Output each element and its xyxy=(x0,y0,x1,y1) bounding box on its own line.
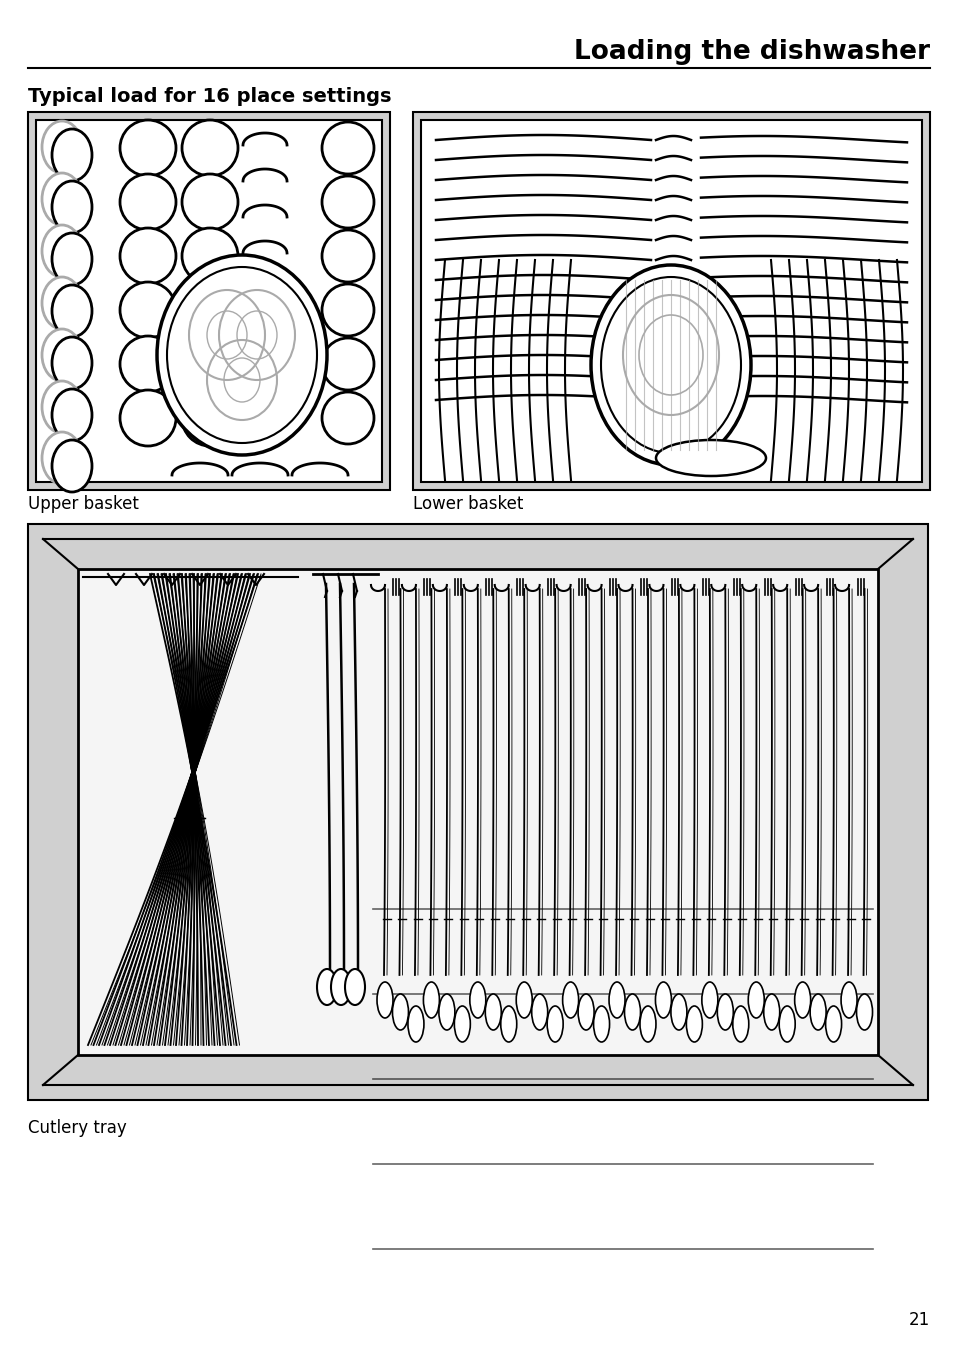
Ellipse shape xyxy=(120,228,175,284)
Ellipse shape xyxy=(157,256,327,456)
Ellipse shape xyxy=(120,389,175,446)
Ellipse shape xyxy=(42,120,82,173)
Bar xyxy=(420,120,921,483)
Text: Loading the dishwasher: Loading the dishwasher xyxy=(574,39,929,65)
Bar xyxy=(78,569,877,1055)
Text: Upper basket: Upper basket xyxy=(28,495,139,512)
Ellipse shape xyxy=(685,1006,701,1042)
Ellipse shape xyxy=(182,283,237,338)
Ellipse shape xyxy=(670,994,686,1030)
Ellipse shape xyxy=(182,228,237,284)
Ellipse shape xyxy=(392,994,408,1030)
Ellipse shape xyxy=(120,174,175,230)
Ellipse shape xyxy=(809,994,825,1030)
Ellipse shape xyxy=(500,1006,517,1042)
Ellipse shape xyxy=(747,982,763,1018)
Ellipse shape xyxy=(52,128,91,181)
Text: Cutlery tray: Cutlery tray xyxy=(28,1119,127,1137)
Ellipse shape xyxy=(794,982,810,1018)
Ellipse shape xyxy=(182,389,237,446)
Ellipse shape xyxy=(322,338,374,389)
Ellipse shape xyxy=(316,969,336,1005)
Ellipse shape xyxy=(52,337,91,389)
Ellipse shape xyxy=(408,1006,423,1042)
Ellipse shape xyxy=(42,173,82,224)
Ellipse shape xyxy=(516,982,532,1018)
Ellipse shape xyxy=(423,982,439,1018)
Ellipse shape xyxy=(120,120,175,176)
Ellipse shape xyxy=(52,181,91,233)
Ellipse shape xyxy=(345,969,365,1005)
Ellipse shape xyxy=(120,283,175,338)
Ellipse shape xyxy=(322,230,374,283)
Ellipse shape xyxy=(578,994,594,1030)
Ellipse shape xyxy=(42,381,82,433)
Ellipse shape xyxy=(182,120,237,176)
Ellipse shape xyxy=(42,329,82,381)
Ellipse shape xyxy=(120,337,175,392)
Ellipse shape xyxy=(438,994,455,1030)
Ellipse shape xyxy=(763,994,779,1030)
Ellipse shape xyxy=(547,1006,562,1042)
Ellipse shape xyxy=(322,284,374,337)
Ellipse shape xyxy=(639,1006,656,1042)
Ellipse shape xyxy=(454,1006,470,1042)
Ellipse shape xyxy=(531,994,547,1030)
Ellipse shape xyxy=(52,285,91,337)
Ellipse shape xyxy=(331,969,351,1005)
Ellipse shape xyxy=(182,337,237,392)
Text: Typical load for 16 place settings: Typical load for 16 place settings xyxy=(28,87,391,105)
Ellipse shape xyxy=(322,122,374,174)
Text: 21: 21 xyxy=(908,1311,929,1329)
Ellipse shape xyxy=(732,1006,748,1042)
Ellipse shape xyxy=(856,994,872,1030)
Ellipse shape xyxy=(655,982,671,1018)
Bar xyxy=(413,112,929,489)
Ellipse shape xyxy=(182,174,237,230)
Ellipse shape xyxy=(624,994,639,1030)
Ellipse shape xyxy=(376,982,393,1018)
Ellipse shape xyxy=(841,982,856,1018)
Ellipse shape xyxy=(608,982,624,1018)
Ellipse shape xyxy=(779,1006,795,1042)
Bar xyxy=(28,525,927,1101)
Ellipse shape xyxy=(824,1006,841,1042)
Ellipse shape xyxy=(701,982,717,1018)
Ellipse shape xyxy=(485,994,500,1030)
Ellipse shape xyxy=(322,392,374,443)
Text: Lower basket: Lower basket xyxy=(413,495,523,512)
Bar xyxy=(28,112,390,489)
Ellipse shape xyxy=(52,233,91,285)
Bar xyxy=(36,120,381,483)
Ellipse shape xyxy=(42,433,82,484)
Ellipse shape xyxy=(322,176,374,228)
Ellipse shape xyxy=(562,982,578,1018)
Ellipse shape xyxy=(656,439,765,476)
Ellipse shape xyxy=(52,389,91,441)
Ellipse shape xyxy=(52,439,91,492)
Ellipse shape xyxy=(42,224,82,277)
Ellipse shape xyxy=(593,1006,609,1042)
Ellipse shape xyxy=(590,265,750,465)
Ellipse shape xyxy=(717,994,733,1030)
Ellipse shape xyxy=(42,277,82,329)
Ellipse shape xyxy=(469,982,485,1018)
